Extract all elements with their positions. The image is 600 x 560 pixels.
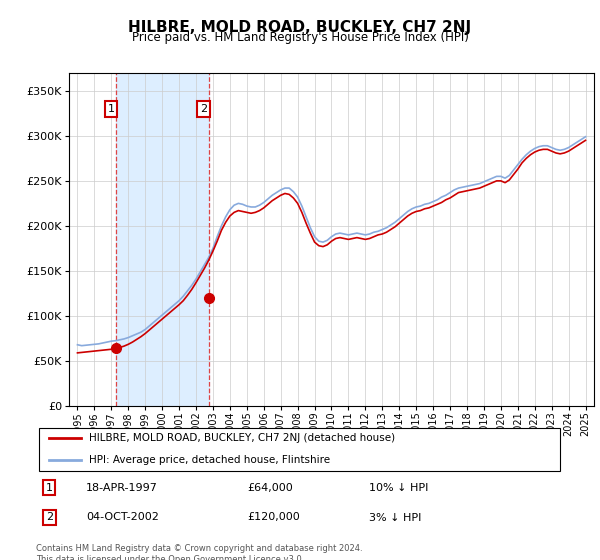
- Text: HILBRE, MOLD ROAD, BUCKLEY, CH7 2NJ (detached house): HILBRE, MOLD ROAD, BUCKLEY, CH7 2NJ (det…: [89, 433, 395, 444]
- Text: HPI: Average price, detached house, Flintshire: HPI: Average price, detached house, Flin…: [89, 455, 330, 465]
- Text: £120,000: £120,000: [247, 512, 300, 522]
- Text: 10% ↓ HPI: 10% ↓ HPI: [368, 483, 428, 493]
- Text: Contains HM Land Registry data © Crown copyright and database right 2024.
This d: Contains HM Land Registry data © Crown c…: [36, 544, 362, 560]
- Bar: [116, 73, 209, 406]
- Text: 04-OCT-2002: 04-OCT-2002: [86, 512, 159, 522]
- Text: 1: 1: [46, 483, 53, 493]
- FancyBboxPatch shape: [38, 428, 560, 471]
- Text: HILBRE, MOLD ROAD, BUCKLEY, CH7 2NJ: HILBRE, MOLD ROAD, BUCKLEY, CH7 2NJ: [128, 20, 472, 35]
- Text: 1: 1: [107, 104, 115, 114]
- Text: 2: 2: [200, 104, 207, 114]
- Text: Price paid vs. HM Land Registry's House Price Index (HPI): Price paid vs. HM Land Registry's House …: [131, 31, 469, 44]
- Text: £64,000: £64,000: [247, 483, 293, 493]
- Text: 18-APR-1997: 18-APR-1997: [86, 483, 158, 493]
- Text: 3% ↓ HPI: 3% ↓ HPI: [368, 512, 421, 522]
- Text: 2: 2: [46, 512, 53, 522]
